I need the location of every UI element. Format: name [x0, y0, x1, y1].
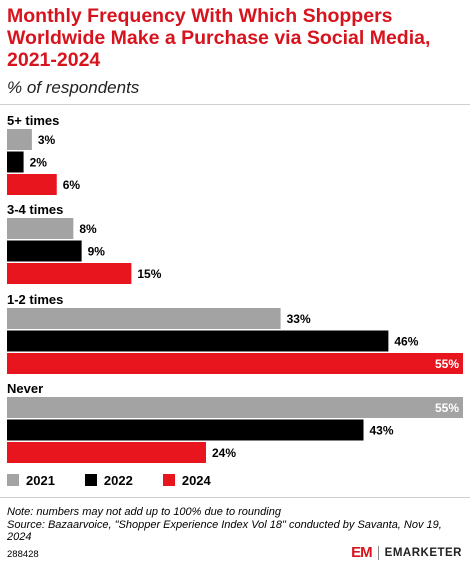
data-label: 46%: [394, 335, 418, 349]
note-text: Note: numbers may not add up to 100% due…: [7, 506, 281, 518]
data-label: 6%: [63, 178, 81, 192]
brand-mark-logo: EM: [351, 544, 372, 561]
data-label: 55%: [435, 357, 459, 371]
bar: [7, 397, 463, 418]
source-text: Source: Bazaarvoice, "Shopper Experience…: [7, 518, 442, 544]
brand-logo: EM EMARKETER: [351, 544, 462, 561]
data-label: 24%: [212, 446, 236, 460]
bar: [7, 240, 82, 262]
bar: [7, 218, 74, 239]
category-label: 3-4 times: [7, 202, 63, 217]
bar: [7, 353, 463, 374]
category-label: 5+ times: [7, 113, 59, 128]
header-divider: [0, 104, 470, 105]
data-label: 9%: [88, 245, 106, 259]
chart-id: 288428: [7, 549, 39, 560]
bar: [7, 442, 206, 463]
data-label: 2%: [30, 156, 48, 170]
data-label: 3%: [38, 133, 56, 147]
legend-item: 2024: [162, 472, 211, 488]
legend-swatch: [84, 474, 97, 486]
legend-swatch: [7, 474, 19, 486]
data-label: 8%: [79, 222, 97, 236]
brand-separator: [377, 545, 379, 560]
legend-swatch: [162, 474, 175, 486]
legend-item: 2021: [7, 473, 55, 488]
bar: [7, 129, 32, 150]
legend-label: 2022: [103, 472, 133, 488]
data-label: 33%: [287, 312, 311, 326]
bar: [7, 151, 24, 173]
bar: [7, 308, 281, 329]
bar: [7, 419, 364, 441]
chart-subtitle: % of respondents: [7, 78, 140, 97]
legend-item: 2022: [84, 472, 133, 488]
footnotes: Note: numbers may not add up to 100% due…: [7, 506, 463, 544]
legend-label: 2024: [181, 472, 211, 488]
chart-title: Monthly Frequency With Which Shoppers Wo…: [7, 5, 431, 71]
category-label: 1-2 times: [7, 292, 63, 307]
data-label: 15%: [137, 267, 161, 281]
footer-divider: [0, 497, 470, 498]
data-label: 55%: [435, 401, 459, 415]
bar: [7, 263, 132, 284]
bar: [7, 174, 57, 195]
category-label: Never: [7, 381, 43, 396]
legend-label: 2021: [26, 472, 55, 488]
bar: [7, 330, 389, 352]
data-label: 43%: [370, 424, 394, 438]
brand-name: EMARKETER: [384, 546, 462, 559]
legend: 2021 2022 2024: [7, 472, 241, 488]
